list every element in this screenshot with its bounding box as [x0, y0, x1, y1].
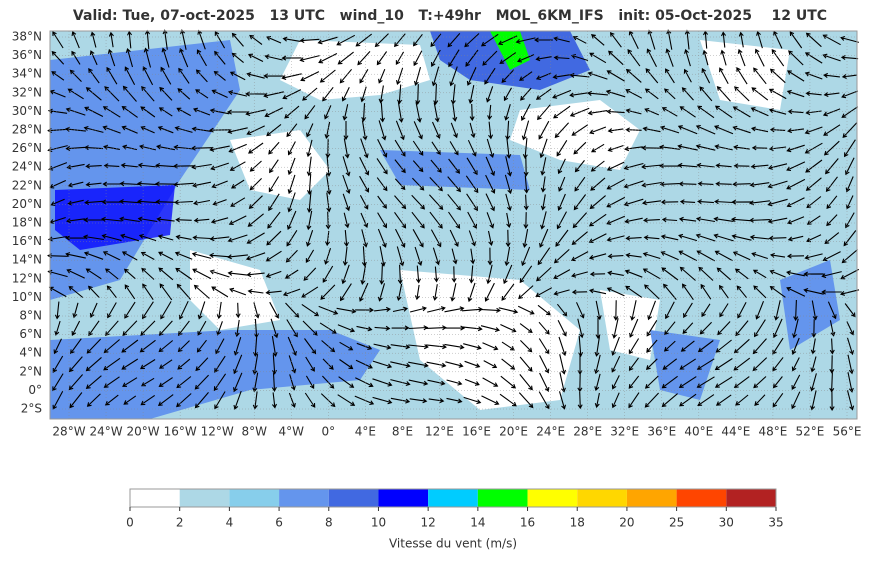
- colorbar-tick-label: 8: [325, 516, 333, 530]
- lat-label: 36°N: [12, 48, 42, 62]
- lon-label: 36°E: [647, 425, 676, 439]
- lat-label: 34°N: [12, 67, 42, 81]
- colorbar-segment: [527, 489, 578, 507]
- colorbar-segment: [229, 489, 280, 507]
- title: Valid: Tue, 07-oct-2025 13 UTC wind_10 T…: [73, 8, 827, 24]
- colorbar-segment: [577, 489, 627, 507]
- colorbar-tick-label: 10: [371, 516, 386, 530]
- lat-label: 32°N: [12, 85, 42, 99]
- colorbar-segment: [676, 489, 727, 507]
- colorbar-tick-label: 12: [421, 516, 436, 530]
- wind-area: [380, 150, 840, 400]
- lon-label: 44°E: [721, 425, 750, 439]
- lat-label: 38°N: [12, 30, 42, 44]
- lon-label: 28°E: [573, 425, 602, 439]
- lon-label: 8°E: [392, 425, 413, 439]
- lat-label: 10°N: [12, 290, 42, 304]
- lon-label: 32°E: [610, 425, 639, 439]
- calm-area: [190, 40, 790, 410]
- colorbar-tick-label: 18: [570, 516, 585, 530]
- colorbar-label: Vitesse du vent (m/s): [389, 537, 517, 551]
- lon-label: 16°E: [462, 425, 491, 439]
- lat-label: 16°N: [12, 234, 42, 248]
- lat-label: 22°N: [12, 178, 42, 192]
- colorbar-tick-label: 16: [520, 516, 535, 530]
- lat-label: 12°N: [12, 271, 42, 285]
- colorbar-segment: [279, 489, 329, 507]
- lat-label: 18°N: [12, 216, 42, 230]
- lon-label: 8°W: [241, 425, 267, 439]
- colorbar-segment: [378, 489, 429, 507]
- lat-label: 2°S: [21, 402, 42, 416]
- lon-label: 0°: [322, 425, 336, 439]
- colorbar: 0 2 4 6 8 10 12 14 16 18 20 25 30 35: [126, 488, 784, 530]
- colorbar-tick-label: 2: [176, 516, 184, 530]
- lat-label: 6°N: [19, 327, 42, 341]
- colorbar-tick-label: 30: [719, 516, 734, 530]
- lon-label: 40°E: [684, 425, 713, 439]
- colorbar-frame: [129, 488, 777, 508]
- lon-label: 56°E: [833, 425, 862, 439]
- colorbar-segment: [626, 489, 677, 507]
- lat-label: 2°N: [19, 364, 42, 378]
- colorbar-segment: [179, 489, 230, 507]
- lon-label: 28°W: [52, 425, 85, 439]
- colorbar-tick-label: 35: [768, 516, 783, 530]
- colorbar-tick-label: 0: [126, 516, 134, 530]
- lon-label: 20°E: [499, 425, 528, 439]
- colorbar-segment: [726, 489, 776, 507]
- map-frame: [49, 30, 858, 420]
- lon-label: 52°E: [796, 425, 825, 439]
- lon-label: 48°E: [758, 425, 787, 439]
- lon-label: 12°E: [425, 425, 454, 439]
- lon-label: 4°W: [279, 425, 305, 439]
- lat-label: 30°N: [12, 104, 42, 118]
- lon-label: 16°W: [164, 425, 197, 439]
- lat-label: 26°N: [12, 141, 42, 155]
- lat-label: 8°N: [19, 309, 42, 323]
- colorbar-segment: [328, 489, 379, 507]
- colorbar-tick-label: 4: [226, 516, 234, 530]
- lat-label: 28°N: [12, 123, 42, 137]
- colorbar-tick-label: 25: [669, 516, 684, 530]
- lon-label: 12°W: [201, 425, 234, 439]
- lat-label: 24°N: [12, 160, 42, 174]
- colorbar-segment: [477, 489, 528, 507]
- lon-label: 4°E: [355, 425, 376, 439]
- lat-label: 14°N: [12, 253, 42, 267]
- colorbar-tick-label: 6: [275, 516, 283, 530]
- wind-arrows: [47, 29, 860, 412]
- lat-label: 4°N: [19, 346, 42, 360]
- lat-label: 20°N: [12, 197, 42, 211]
- colorbar-tick-label: 20: [619, 516, 634, 530]
- lon-label: 24°W: [89, 425, 122, 439]
- map: [47, 29, 860, 419]
- colorbar-segment: [428, 489, 478, 507]
- colorbar-tick-label: 14: [470, 516, 485, 530]
- lat-label: 0°: [28, 383, 42, 397]
- wind-area: [50, 330, 380, 419]
- lon-label: 20°W: [127, 425, 160, 439]
- colorbar-segment: [130, 489, 180, 507]
- lon-label: 24°E: [536, 425, 565, 439]
